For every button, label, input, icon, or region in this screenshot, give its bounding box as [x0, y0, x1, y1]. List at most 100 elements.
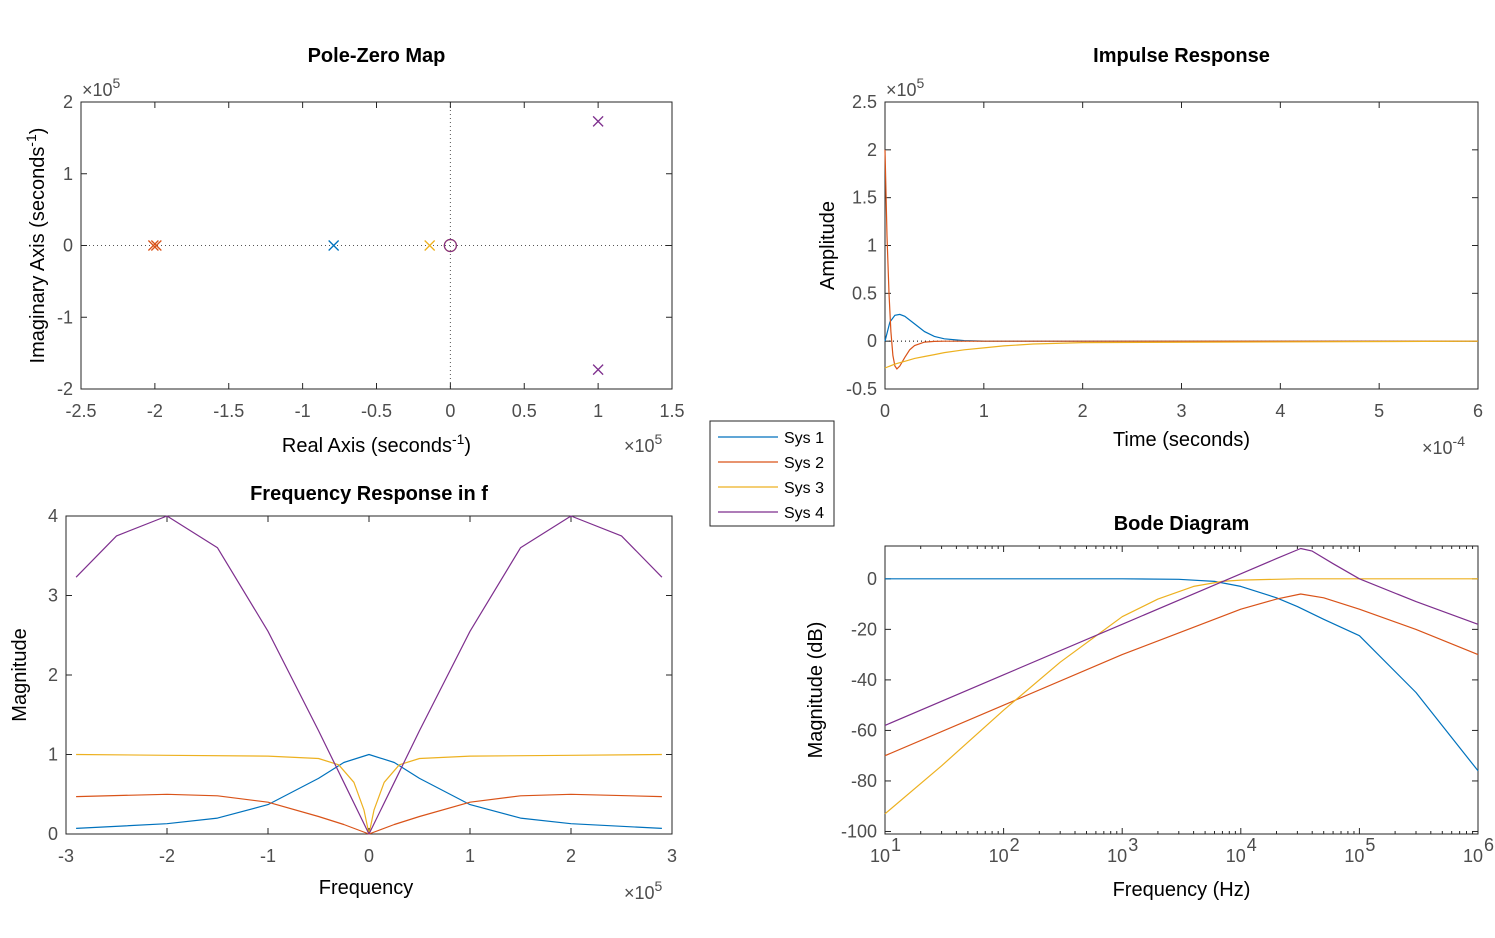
x-tick-label: -2	[147, 401, 163, 421]
x-tick-label: 10	[1463, 846, 1483, 866]
x-tick-power: 5	[1365, 835, 1375, 855]
y-tick-label: 0	[867, 331, 877, 351]
y-tick-label: -20	[851, 619, 877, 639]
y-axis-label: Amplitude	[817, 201, 839, 290]
x-tick-power: 2	[1010, 835, 1020, 855]
x-tick-power: 6	[1484, 835, 1494, 855]
x-exponent-base: ×10	[1422, 438, 1453, 458]
series-line-sys2	[884, 593, 1479, 757]
y-exponent-base: ×10	[82, 80, 113, 100]
legend-label: Sys 2	[784, 455, 824, 472]
series-line-sys1	[884, 313, 1478, 342]
x-tick-label: -2	[159, 846, 175, 866]
y-tick-label: -0.5	[846, 379, 877, 399]
x-axis-label: Real Axis (seconds-1)	[282, 431, 471, 457]
pole-marker	[592, 115, 604, 127]
series-line-sys3	[884, 340, 1479, 369]
pole-marker	[592, 364, 604, 376]
y-tick-label: 2	[867, 140, 877, 160]
x-axis-label: Frequency (Hz)	[1113, 879, 1251, 901]
y-tick-label: 0.5	[852, 283, 877, 303]
x-tick-label: 2	[1078, 401, 1088, 421]
x-exponent-power: 5	[655, 878, 663, 894]
y-exponent: ×105	[82, 75, 121, 100]
y-exponent-base: ×10	[886, 80, 917, 100]
y-exponent-power: 5	[917, 75, 925, 91]
y-tick-label: -80	[851, 771, 877, 791]
chart-title: Impulse Response	[1093, 45, 1270, 67]
frequency-response: Frequency Response in f -3 -2 -1 0 1 2 3 0 1 2 3 4 Fr…	[9, 483, 677, 903]
x-exponent-power: -4	[1453, 433, 1466, 449]
y-axis-label-sup: -1	[23, 134, 39, 147]
x-exponent: ×10-4	[1422, 433, 1465, 458]
y-tick-label: 4	[48, 506, 58, 526]
x-tick-label: 0.5	[512, 401, 537, 421]
legend-label: Sys 1	[784, 430, 824, 447]
y-tick-label: 0	[867, 569, 877, 589]
y-tick-label: -100	[841, 821, 877, 841]
y-tick-label: 3	[48, 586, 58, 606]
x-tick-label: 10	[870, 846, 890, 866]
series-line-sys3	[884, 578, 1478, 815]
y-exponent-power: 5	[113, 75, 121, 91]
pole-marker	[150, 240, 162, 251]
pole-marker	[147, 240, 159, 251]
y-tick-label: 1	[63, 164, 73, 184]
x-tick-label: 10	[1226, 846, 1246, 866]
x-tick-label: 6	[1473, 401, 1483, 421]
x-exponent-power: 5	[655, 431, 663, 447]
axes-box	[884, 545, 1479, 835]
x-tick-label: 1	[979, 401, 989, 421]
x-tick-label: -0.5	[361, 401, 392, 421]
pole-zero-map: Pole-Zero Map-2.5 -2 -1.5 -1 -0.5 0 0.5 1 1.5-2-…	[23, 45, 685, 457]
y-axis-label: Magnitude	[9, 628, 31, 721]
x-tick-power: 3	[1128, 835, 1138, 855]
x-tick-label: -1.5	[213, 401, 244, 421]
y-tick-label: -1	[57, 307, 73, 327]
y-tick-label: 0	[63, 236, 73, 256]
y-tick-label: 2	[63, 92, 73, 112]
x-tick-label: 3	[667, 846, 677, 866]
series-line-sys1	[885, 578, 1479, 772]
x-exponent-base: ×10	[624, 883, 655, 903]
x-tick-label: 0	[445, 401, 455, 421]
y-axis-label-text: Imaginary Axis (seconds	[27, 147, 49, 364]
x-tick-label: -1	[295, 401, 311, 421]
y-exponent: ×105	[886, 75, 925, 100]
y-tick-label: -40	[851, 670, 877, 690]
y-tick-label: 0	[48, 824, 58, 844]
x-axis-label-end: )	[464, 435, 471, 457]
series-line-sys4	[75, 515, 663, 835]
x-tick-label: 1	[465, 846, 475, 866]
x-tick-label: 2	[566, 846, 576, 866]
x-tick-power: 1	[891, 835, 901, 855]
y-tick-label: 1.5	[852, 188, 877, 208]
x-tick-label: 10	[1344, 846, 1364, 866]
series-line-sys2	[884, 149, 1478, 370]
y-tick-label: 1	[48, 745, 58, 765]
x-axis-label-sup: -1	[452, 431, 465, 447]
x-tick-label: 5	[1374, 401, 1384, 421]
x-tick-label: 0	[880, 401, 890, 421]
pole-marker	[424, 240, 436, 251]
pole-marker	[328, 240, 340, 251]
x-tick-label: -1	[260, 846, 276, 866]
axes-box	[65, 515, 673, 835]
y-tick-label: 1	[867, 236, 877, 256]
legend-box	[709, 420, 835, 527]
bode-diagram: Bode Diagram101102103104105106-100-80-60…	[805, 513, 1494, 901]
x-axis-label: Time (seconds)	[1113, 429, 1250, 451]
x-tick-label: 3	[1176, 401, 1186, 421]
x-tick-label: 4	[1275, 401, 1285, 421]
y-axis-label: Magnitude (dB)	[805, 622, 827, 759]
series-line-sys1	[76, 753, 662, 829]
x-axis-label-text: Real Axis (seconds	[282, 435, 452, 457]
x-tick-label: 1	[593, 401, 603, 421]
x-axis-label: Frequency	[319, 877, 414, 899]
legend-label: Sys 4	[784, 505, 824, 522]
x-exponent: ×105	[624, 878, 663, 903]
legend[interactable]: Sys 1 Sys 2 Sys 3 Sys 4	[709, 420, 835, 527]
axes-box	[884, 101, 1479, 390]
